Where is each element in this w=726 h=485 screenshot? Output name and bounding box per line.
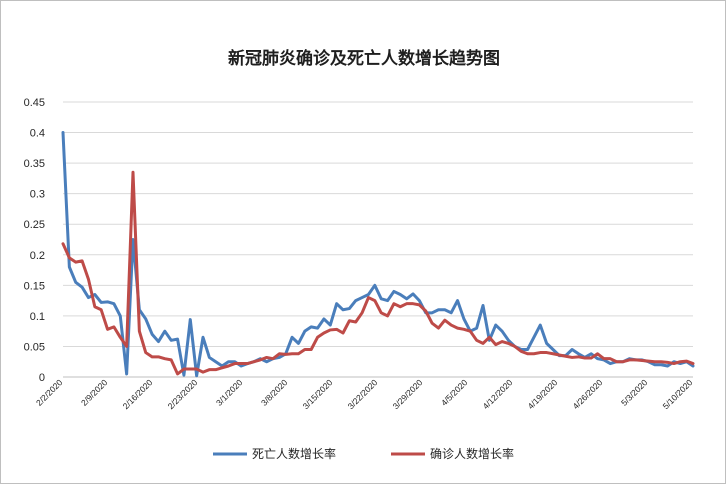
- chart-title: 新冠肺炎确诊及死亡人数增长趋势图: [228, 48, 500, 69]
- y-tick-label: 0.3: [30, 189, 45, 201]
- x-tick-label: 4/19/2020: [526, 377, 560, 411]
- x-tick-label: 2/23/2020: [166, 377, 200, 411]
- series-line-confirmed-rate: [61, 170, 695, 376]
- y-tick-label: 0.1: [30, 311, 45, 323]
- y-tick-label: 0.45: [24, 97, 45, 109]
- x-tick-label: 3/29/2020: [391, 377, 425, 411]
- x-axis-ticks: 2/2/2020 2/9/2020 2/16/2020 2/23/2020 3/1/20…: [34, 377, 695, 411]
- y-tick-label: 0.15: [24, 280, 45, 292]
- x-tick-label: 2/16/2020: [121, 377, 155, 411]
- legend-label-confirmed-rate: 确诊人数增长率: [430, 446, 514, 461]
- x-tick-label: 3/8/2020: [259, 377, 290, 408]
- gridlines: [63, 101, 693, 378]
- series-line-death-rate: [61, 131, 695, 378]
- x-tick-label: 4/26/2020: [571, 377, 605, 411]
- y-tick-label: 0.35: [24, 158, 45, 170]
- x-tick-label: 2/9/2020: [79, 377, 110, 408]
- x-tick-label: 5/10/2020: [661, 377, 695, 411]
- x-tick-label: 4/12/2020: [481, 377, 515, 411]
- x-tick-label: 4/5/2020: [439, 377, 470, 408]
- y-tick-label: 0.05: [24, 341, 45, 353]
- y-tick-label: 0.4: [30, 128, 45, 140]
- y-tick-label: 0: [39, 372, 45, 384]
- x-tick-label: 3/22/2020: [346, 377, 380, 411]
- y-axis-ticks: 0 0.05 0.1 0.15 0.2 0.25 0.3 0.35 0.4 0.45: [24, 97, 45, 384]
- y-tick-label: 0.2: [30, 250, 45, 262]
- x-tick-label: 3/1/2020: [214, 377, 245, 408]
- legend: 死亡人数增长率 确诊人数增长率: [213, 446, 514, 461]
- series-lines: [61, 131, 695, 378]
- x-tick-label: 3/15/2020: [301, 377, 335, 411]
- y-tick-label: 0.25: [24, 219, 45, 231]
- x-tick-label: 5/3/2020: [619, 377, 650, 408]
- legend-label-death-rate: 死亡人数增长率: [252, 446, 336, 461]
